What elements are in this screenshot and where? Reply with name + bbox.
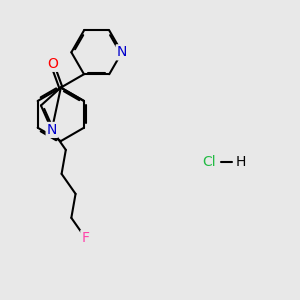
Text: F: F bbox=[81, 231, 89, 245]
Text: N: N bbox=[117, 45, 127, 59]
Text: O: O bbox=[47, 57, 58, 71]
Text: Cl: Cl bbox=[202, 155, 216, 169]
Text: H: H bbox=[236, 155, 246, 169]
Text: N: N bbox=[46, 123, 57, 137]
